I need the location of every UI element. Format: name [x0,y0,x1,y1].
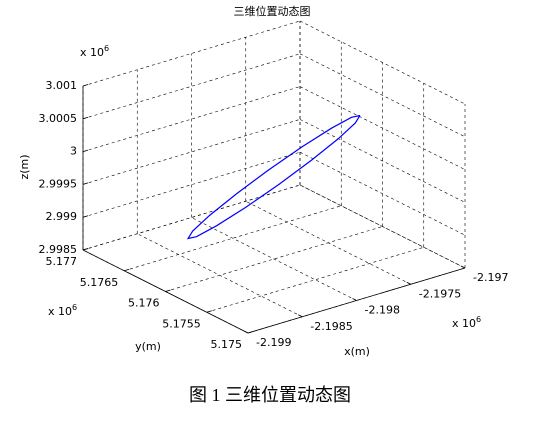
x-exponent-sup: 6 [476,315,481,324]
chart-title: 三维位置动态图 [234,4,311,18]
x-tick [243,330,249,334]
y-tick [165,289,171,292]
grid-line [299,151,466,236]
grid-line [299,86,466,170]
y-tick [247,331,254,334]
z-tick-label: 3.001 [46,79,78,92]
x-exponent: x 106 [452,315,481,331]
z-tick [82,116,89,120]
x-tick [460,265,466,269]
grid-line [299,119,466,203]
x-tick-label: -2.198 [365,304,400,317]
caption: 图 1 三维位置动态图 [189,385,351,405]
z-tick-label: 2.9995 [39,177,78,190]
y-exponent-sup: 6 [72,303,77,312]
x-tick [406,281,411,285]
y-tick-label: 5.177 [46,255,78,268]
grid-line [82,53,301,120]
z-tick-label: 3 [70,145,77,158]
grid-line [191,217,357,301]
x-tick [352,298,357,301]
y-tick [124,268,130,272]
z-tick [82,149,89,152]
y-axis-label: y(m) [135,340,161,353]
grid-line [165,226,383,292]
z-exponent: x 106 [80,44,109,60]
y-tick [206,310,212,313]
x-axis-label: x(m) [344,345,370,358]
y-tick-label: 5.1765 [80,276,119,289]
x-tick-label: -2.199 [256,336,291,349]
y-tick-label: 5.175 [211,338,243,351]
grid-line [299,20,466,105]
x-tick-label: -2.197 [473,271,508,284]
z-exponent-base: x 10 [80,46,104,59]
z-tick [82,182,89,185]
y-tick [82,248,89,251]
z-tick [82,215,89,218]
grid-line [82,20,301,87]
grid-line [206,246,424,313]
grid-line [82,151,301,218]
grid-line [82,184,301,251]
grid-line [82,119,301,185]
y-exponent: x 106 [48,303,77,319]
x-exponent-base: x 10 [452,317,476,330]
z-tick [82,84,89,87]
grid-line [299,184,466,269]
z-axis-label: z(m) [18,154,31,179]
y-tick-label: 5.176 [128,297,160,310]
x-tick [298,314,303,318]
z-exponent-sup: 6 [104,44,109,53]
x-tick-label: -2.1985 [310,320,352,333]
y-exponent-base: x 10 [48,305,72,318]
grid-line [124,205,342,272]
y-tick-label: 5.1755 [162,317,201,330]
z-tick-label: 3.0005 [39,112,78,125]
data-line [186,114,361,240]
grid-line [82,86,301,152]
x-tick-label: -2.1975 [419,287,461,300]
grid-line [299,53,466,138]
z-tick-label: 2.999 [46,210,78,223]
z-tick-label: 2.9985 [39,243,78,256]
